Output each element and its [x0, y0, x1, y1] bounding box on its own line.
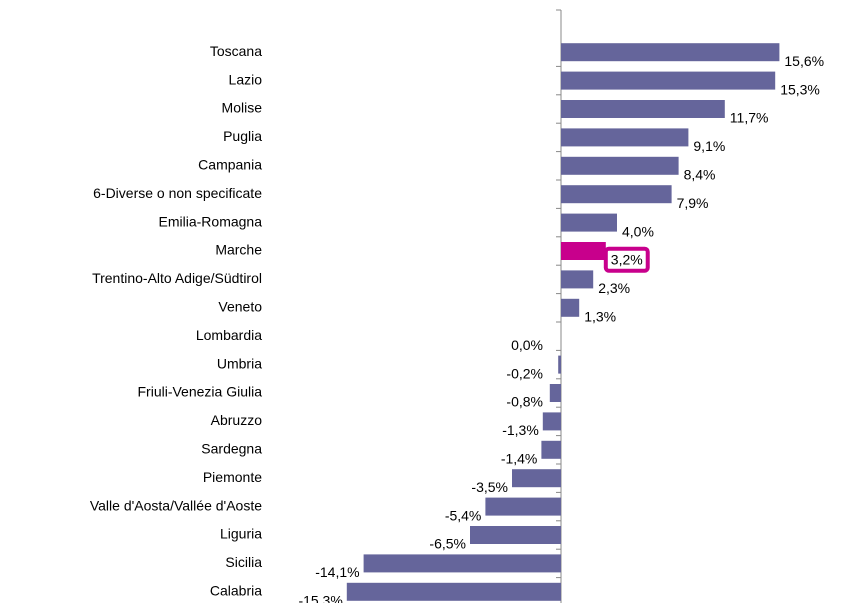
category-label: Friuli-Venezia Giulia	[138, 384, 263, 400]
category-label: Molise	[222, 100, 263, 116]
value-label: 8,4%	[684, 167, 716, 183]
value-label: -6,5%	[429, 536, 466, 552]
value-label: 0,0%	[511, 337, 543, 353]
value-label: 4,0%	[622, 223, 654, 239]
category-label: 6-Diverse o non specificate	[93, 185, 262, 201]
bar	[561, 185, 672, 204]
category-label: Lombardia	[196, 327, 262, 343]
bar	[561, 156, 679, 175]
value-label: 15,6%	[784, 53, 824, 69]
bar	[561, 43, 780, 62]
category-label: Marche	[215, 242, 262, 258]
value-label: -3,5%	[471, 479, 508, 495]
category-label: Sicilia	[225, 554, 262, 570]
category-label: Umbria	[217, 355, 262, 371]
category-label: Sardegna	[201, 441, 262, 457]
bar	[561, 242, 606, 260]
value-label: 2,3%	[598, 280, 630, 296]
category-label: Calabria	[210, 583, 262, 599]
category-label: Piemonte	[203, 469, 262, 485]
bar	[561, 270, 594, 289]
category-label: Campania	[198, 157, 262, 173]
category-label: Trentino-Alto Adige/Südtirol	[92, 270, 262, 286]
bar	[542, 412, 561, 431]
bar	[561, 71, 776, 90]
value-label: -14,1%	[315, 564, 359, 580]
bar	[561, 100, 725, 118]
value-label: 9,1%	[693, 138, 725, 154]
bar	[541, 440, 561, 459]
value-label: -1,3%	[502, 422, 539, 438]
bar	[549, 384, 561, 402]
bar	[346, 582, 561, 601]
highlight-box	[603, 246, 650, 273]
category-label: Emilia-Romagna	[159, 213, 263, 229]
value-label: -0,2%	[506, 365, 543, 381]
category-label: Valle d'Aosta/Vallée d'Aoste	[90, 497, 262, 513]
value-label: 15,3%	[780, 81, 820, 97]
bar	[561, 128, 689, 147]
value-label: 7,9%	[677, 195, 709, 211]
value-label: -1,4%	[501, 451, 538, 467]
value-label: 1,3%	[584, 309, 616, 325]
value-label: 11,7%	[730, 110, 769, 126]
bar	[561, 298, 580, 317]
category-label: Veneto	[218, 299, 262, 315]
bar	[363, 554, 561, 573]
category-label: Liguria	[220, 526, 262, 542]
value-label: -0,8%	[506, 394, 543, 410]
value-label: -15,3%	[298, 593, 342, 603]
bar	[561, 213, 617, 232]
category-label: Lazio	[229, 71, 263, 87]
bar	[512, 469, 561, 488]
category-label: Abruzzo	[211, 412, 263, 428]
value-label: -5,4%	[445, 507, 482, 523]
bar	[470, 526, 561, 544]
category-label: Toscana	[210, 43, 262, 59]
bar	[558, 355, 561, 374]
bar	[485, 497, 561, 516]
value-label: 3,2%	[611, 252, 643, 268]
category-label: Puglia	[223, 128, 262, 144]
